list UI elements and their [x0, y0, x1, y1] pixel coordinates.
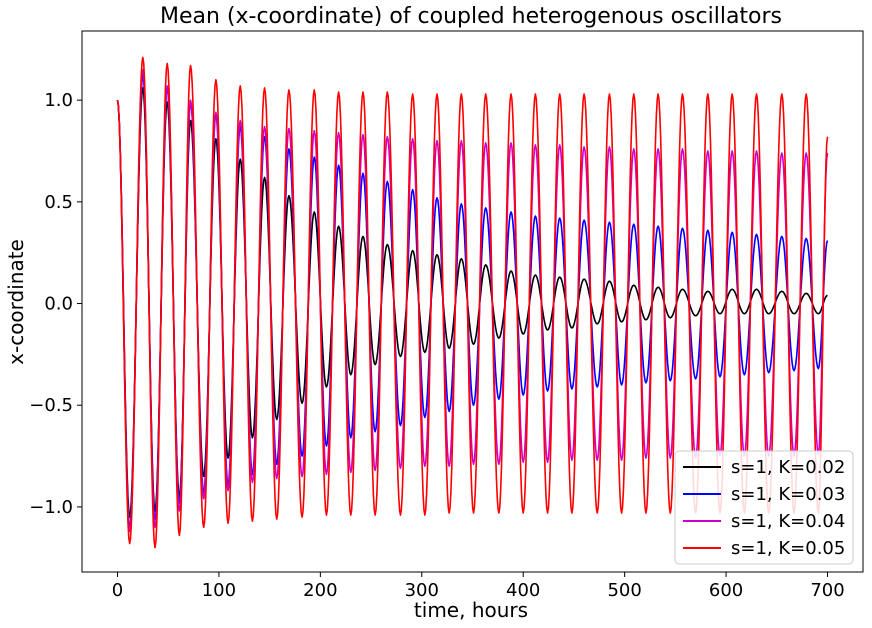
x-axis-label: time, hours	[414, 598, 528, 622]
y-axis: −1.0 −0.5 0.0 0.5 1.0	[29, 90, 82, 518]
legend-label: s=1, K=0.05	[731, 538, 845, 559]
legend-label: s=1, K=0.02	[731, 457, 845, 478]
y-tick-label: −1.0	[29, 497, 73, 518]
chart-title: Mean (x-coordinate) of coupled heterogen…	[160, 4, 782, 29]
series-line-4	[116, 56, 829, 549]
y-tick-label: −0.5	[29, 395, 73, 416]
y-tick-label: 1.0	[44, 90, 73, 111]
x-tick-label: 100	[202, 580, 236, 601]
plot-frame	[81, 30, 864, 573]
x-tick-label: 0	[112, 580, 123, 601]
legend-box	[674, 450, 854, 565]
legend-label: s=1, K=0.04	[731, 511, 845, 532]
x-tick-label: 700	[810, 580, 844, 601]
x-axis: 0 100 200 300 400 500 600 700	[112, 572, 845, 601]
series-layer	[116, 56, 829, 549]
y-tick-label: 0.0	[44, 294, 73, 315]
x-tick-label: 400	[506, 580, 540, 601]
x-tick-label: 500	[607, 580, 641, 601]
y-tick-label: 0.5	[44, 192, 73, 213]
x-tick-label: 600	[709, 580, 743, 601]
x-tick-label: 300	[405, 580, 439, 601]
x-tick-label: 200	[303, 580, 337, 601]
legend: s=1, K=0.02 s=1, K=0.03 s=1, K=0.04 s=1, K=…	[674, 450, 854, 565]
legend-label: s=1, K=0.03	[731, 484, 845, 505]
y-axis-label: x-coordinate	[4, 239, 28, 365]
